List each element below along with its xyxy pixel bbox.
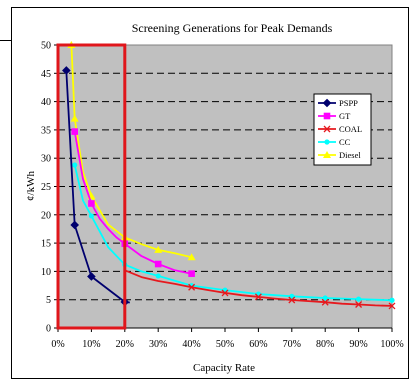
series-line-cc — [73, 164, 393, 302]
x-stroke — [355, 301, 363, 308]
x-tick-label: 90% — [349, 339, 367, 350]
series-point-gt — [88, 200, 95, 207]
y-tick-label: 50 — [41, 41, 51, 52]
y-tick-label: 25 — [41, 182, 51, 193]
x-stroke — [188, 283, 196, 291]
series-layer — [56, 41, 396, 330]
series-point-coal — [221, 289, 229, 297]
series-line-gt — [73, 131, 192, 275]
legend-label-coal: COAL — [339, 124, 362, 134]
x-tick-label: 60% — [249, 339, 267, 350]
x-stroke — [288, 296, 296, 304]
x-tick-label: 40% — [182, 339, 200, 350]
x-axis-label: Capacity Rate — [193, 362, 255, 374]
x-tick-labels: 0% 10% 20% 30% 40% 50% 60% 70% 80% 90% 100% — [51, 328, 404, 350]
x-stroke — [221, 289, 229, 297]
series-point-cc — [356, 296, 362, 302]
y-tick-label: 10 — [41, 267, 51, 278]
y-tick-label: 15 — [41, 239, 51, 250]
plot-area — [57, 44, 393, 329]
legend-label-gt: GT — [339, 111, 351, 121]
x-stroke — [388, 302, 396, 310]
series-point-diesel — [187, 253, 196, 261]
series-point-coal — [388, 302, 396, 310]
legend: PSPP GT COAL CC Diesel — [313, 93, 372, 166]
x-tick-label: 100% — [380, 339, 403, 350]
legend-marker-cc — [324, 139, 330, 145]
highlight-box — [56, 43, 127, 330]
y-tick-label: 0 — [46, 324, 51, 335]
series-point-cc — [72, 162, 78, 168]
series-point-gt — [154, 260, 162, 268]
x-tick-label: 30% — [149, 339, 167, 350]
series-point-cc — [88, 213, 94, 219]
series-point-coal — [355, 301, 363, 308]
series-point-diesel — [154, 245, 163, 253]
y-tick-label: 30 — [41, 154, 51, 165]
series-point-pspp — [87, 272, 96, 281]
legend-marker-gt — [323, 112, 331, 120]
legend-label-pspp: PSPP — [339, 98, 358, 108]
series-point-cc — [389, 297, 395, 303]
chart-title: Screening Generations for Peak Demands — [132, 21, 333, 35]
x-tick-label: 70% — [283, 339, 301, 350]
series-point-cc — [289, 293, 295, 299]
y-tick-label: 40 — [41, 97, 51, 108]
x-tick-label: 80% — [316, 339, 334, 350]
x-stroke — [323, 125, 331, 133]
y-tick-label: 5 — [46, 295, 51, 306]
legend-label-cc: CC — [339, 137, 351, 147]
corner-line — [0, 40, 11, 41]
series-point-coal — [288, 296, 296, 304]
y-tick-label: 20 — [41, 210, 51, 221]
series-point-gt — [71, 128, 78, 135]
series-point-cc — [322, 295, 328, 301]
series-line-diesel — [70, 44, 192, 259]
series-point-cc — [155, 273, 161, 279]
x-stroke — [254, 293, 262, 301]
x-stroke — [321, 298, 329, 306]
x-tick-label: 10% — [82, 339, 100, 350]
series-point-coal — [254, 293, 262, 301]
y-axis-label: ¢/kWh — [25, 171, 37, 201]
series-point-pspp — [70, 220, 80, 230]
y-tick-label: 35 — [41, 125, 51, 136]
series-point-coal — [188, 283, 196, 291]
x-tick-label: 50% — [216, 339, 234, 350]
legend-marker-pspp — [322, 98, 332, 108]
series-point-diesel — [70, 114, 79, 122]
series-point-pspp — [62, 66, 71, 75]
x-tick-label: 0% — [51, 339, 64, 350]
legend-marker-diesel — [323, 151, 331, 158]
legend-label-diesel: Diesel — [339, 150, 361, 160]
y-tick-labels: 0 5 10 15 20 25 30 35 40 45 50 — [41, 41, 58, 335]
series-point-coal — [321, 298, 329, 306]
y-tick-label: 45 — [41, 69, 51, 80]
legend-marker-coal — [323, 125, 331, 133]
x-tick-label: 20% — [116, 339, 134, 350]
chart-frame — [11, 7, 409, 379]
series-point-gt — [188, 270, 195, 277]
